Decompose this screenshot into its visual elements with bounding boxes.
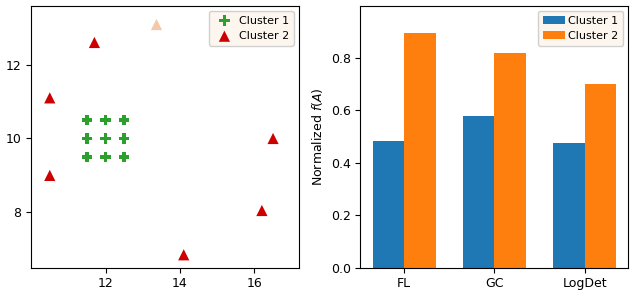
Bar bbox=[463, 116, 495, 268]
Cluster 2 bbox=[179, 252, 189, 257]
Point bbox=[151, 22, 161, 26]
Cluster 1 bbox=[82, 118, 92, 122]
Cluster 1 bbox=[82, 155, 92, 159]
Cluster 1 bbox=[82, 136, 92, 141]
Bar bbox=[495, 53, 526, 268]
Cluster 2 bbox=[268, 136, 278, 141]
Bar bbox=[585, 84, 616, 268]
Legend: Cluster 1, Cluster 2: Cluster 1, Cluster 2 bbox=[538, 11, 623, 46]
Cluster 2 bbox=[89, 40, 100, 45]
Legend: Cluster 1, Cluster 2: Cluster 1, Cluster 2 bbox=[209, 11, 294, 46]
Cluster 2 bbox=[44, 96, 55, 100]
Bar bbox=[553, 143, 585, 268]
Y-axis label: Normalized $f(A)$: Normalized $f(A)$ bbox=[310, 87, 325, 186]
Cluster 1 bbox=[101, 118, 111, 122]
Cluster 2 bbox=[44, 173, 55, 178]
Bar bbox=[404, 33, 436, 268]
Cluster 1 bbox=[119, 118, 129, 122]
Cluster 1 bbox=[101, 136, 111, 141]
Bar bbox=[373, 141, 404, 268]
Cluster 1 bbox=[101, 155, 111, 159]
Cluster 1 bbox=[119, 136, 129, 141]
Cluster 2 bbox=[257, 208, 267, 213]
Cluster 1 bbox=[119, 155, 129, 159]
